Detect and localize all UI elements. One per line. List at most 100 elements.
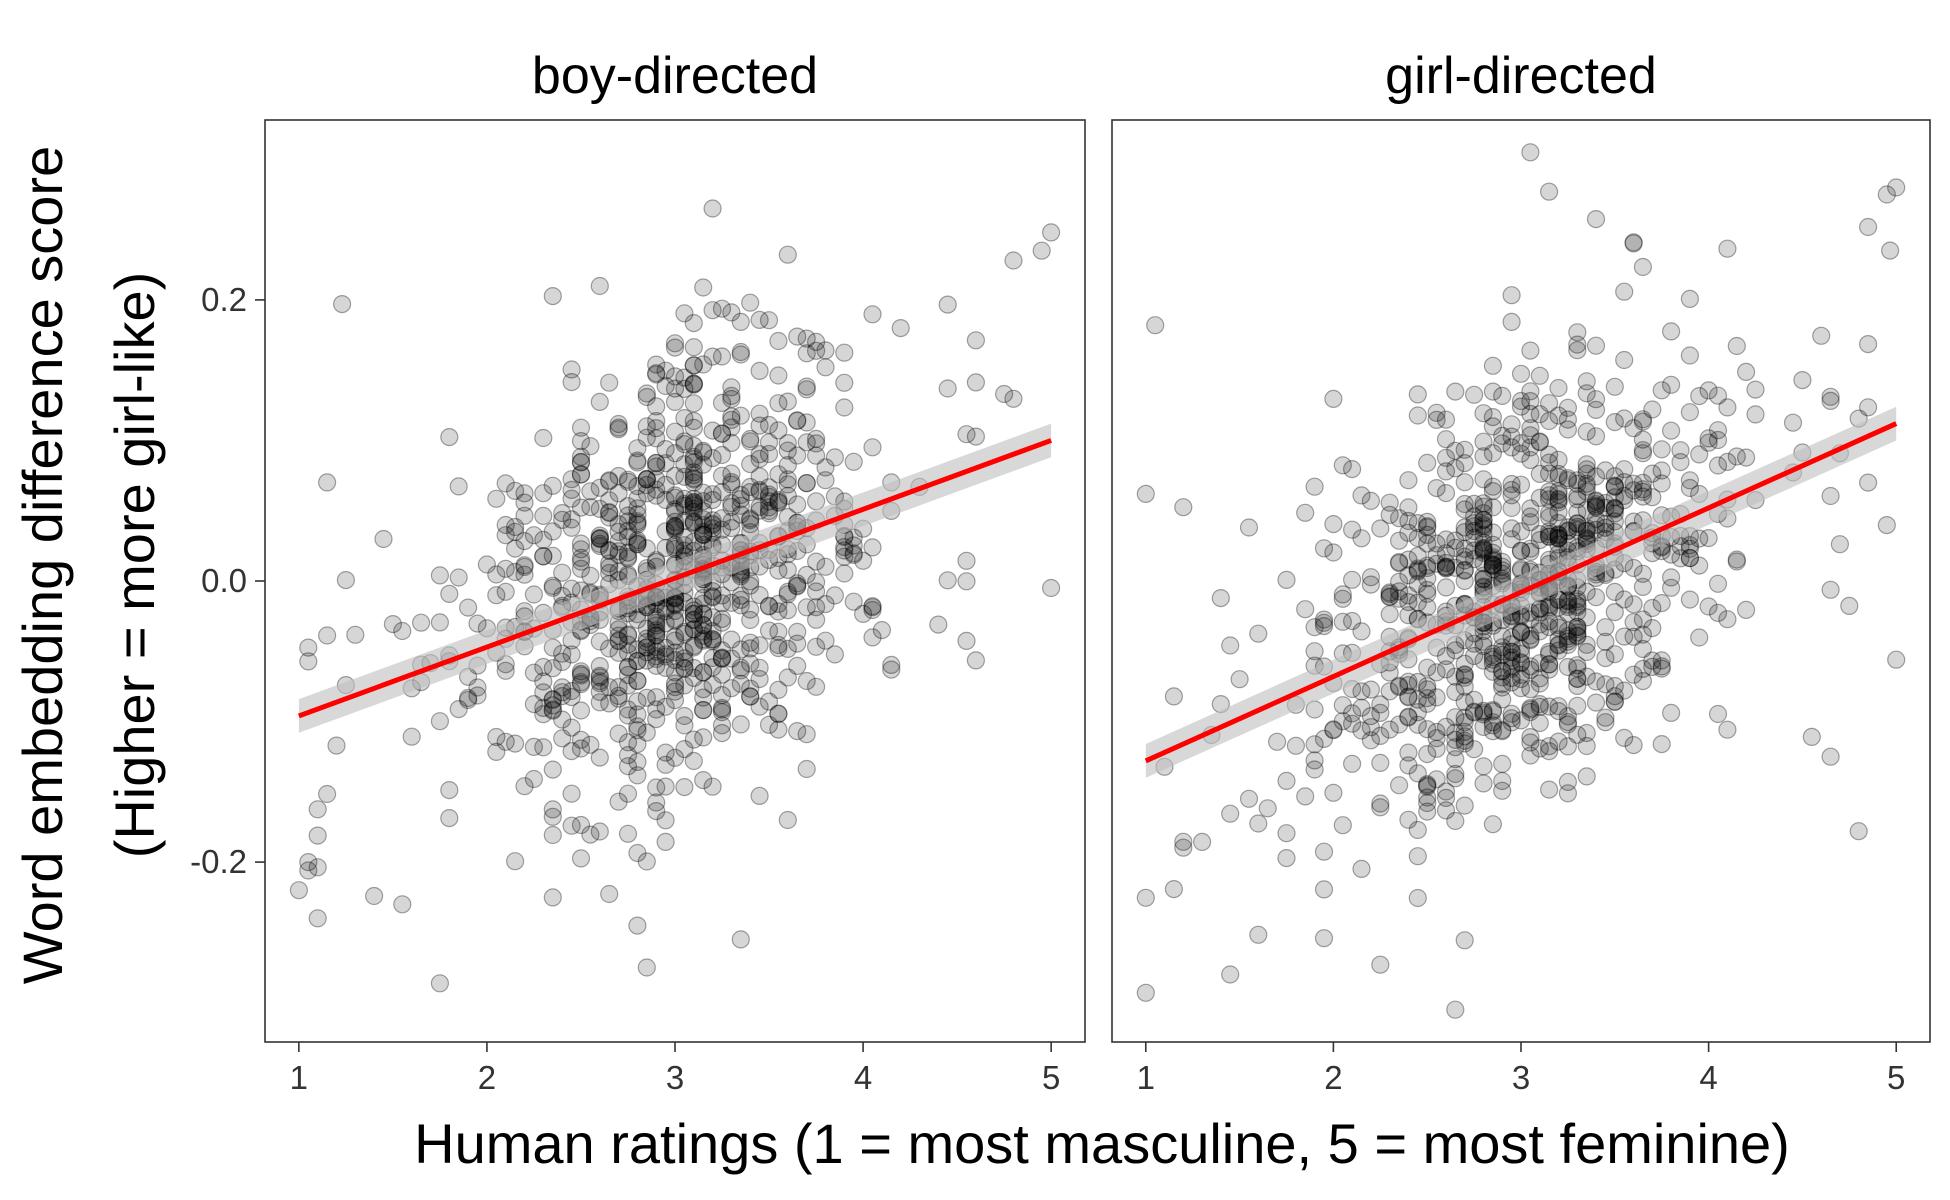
data-point: [1680, 478, 1700, 498]
data-point: [628, 512, 647, 531]
data-point: [1633, 610, 1653, 629]
data-point: [788, 721, 807, 741]
data-point: [929, 615, 948, 634]
data-point: [1455, 666, 1474, 685]
data-point: [694, 492, 713, 511]
data-point: [1464, 740, 1484, 759]
data-point: [741, 509, 760, 528]
data-point: [1408, 385, 1427, 404]
data-point: [694, 443, 713, 462]
data-point: [1418, 534, 1437, 553]
data-point: [1633, 487, 1653, 506]
data-point: [1633, 441, 1653, 460]
data-point: [524, 737, 544, 757]
data-point: [1727, 447, 1746, 466]
data-point: [647, 429, 666, 448]
data-point: [778, 810, 797, 830]
data-point: [1474, 554, 1493, 573]
data-point: [1483, 662, 1503, 681]
data-point: [712, 649, 732, 668]
data-point: [675, 676, 694, 695]
data-point: [628, 671, 647, 690]
data-point: [1568, 627, 1587, 646]
data-point: [825, 586, 845, 605]
data-point: [1615, 350, 1634, 370]
data-point: [1455, 708, 1474, 727]
data-point: [534, 738, 553, 757]
data-point: [496, 526, 515, 545]
data-point: [788, 577, 807, 596]
data-point: [797, 329, 816, 348]
data-point: [1342, 570, 1362, 589]
data-point: [1586, 520, 1606, 540]
data-point: [675, 409, 694, 428]
data-point: [769, 491, 788, 510]
data-point: [1568, 725, 1587, 744]
data-point: [543, 578, 562, 597]
data-point: [1418, 584, 1437, 603]
data-point: [647, 470, 666, 489]
data-point: [1361, 568, 1381, 587]
data-point: [609, 677, 628, 697]
data-point: [628, 477, 647, 496]
data-point: [1605, 692, 1624, 711]
data-point: [600, 503, 619, 523]
data-point: [1511, 665, 1531, 684]
data-point: [675, 467, 694, 486]
data-point: [665, 422, 685, 441]
data-point: [844, 536, 863, 555]
data-point: [1568, 592, 1587, 611]
data-point: [1633, 412, 1653, 431]
data-point: [1446, 441, 1465, 460]
data-point: [1690, 387, 1709, 406]
data-point: [1483, 408, 1503, 427]
data-point: [788, 411, 807, 430]
data-point: [1746, 405, 1765, 424]
data-point: [1502, 312, 1521, 331]
data-point: [440, 428, 459, 447]
data-point: [703, 199, 722, 218]
data-point: [816, 458, 835, 477]
data-point: [1371, 726, 1390, 746]
data-point: [647, 688, 666, 707]
data-point: [1736, 600, 1756, 620]
data-point: [1521, 419, 1540, 438]
data-point: [1427, 663, 1446, 682]
data-point: [1511, 522, 1531, 541]
data-point: [1455, 473, 1474, 492]
data-point: [609, 418, 628, 437]
data-point: [562, 784, 581, 803]
data-point: [581, 437, 600, 456]
data-point: [1671, 453, 1690, 472]
data-point: [1530, 615, 1549, 634]
data-point: [590, 499, 609, 518]
data-point: [628, 453, 647, 472]
data-point: [1596, 518, 1615, 537]
data-point: [590, 748, 609, 767]
data-point: [1586, 390, 1606, 409]
data-point: [1577, 500, 1596, 520]
data-point: [750, 310, 769, 329]
data-point: [1483, 713, 1503, 732]
data-point: [797, 413, 816, 432]
data-point: [694, 663, 713, 682]
data-point: [1727, 550, 1746, 569]
data-point: [684, 470, 703, 489]
data-point: [1661, 578, 1681, 597]
data-point: [675, 435, 694, 454]
data-point: [1511, 654, 1531, 673]
data-point: [647, 365, 666, 384]
data-point: [327, 736, 346, 755]
data-point: [750, 361, 769, 380]
data-point: [656, 638, 675, 658]
data-point: [1880, 241, 1900, 260]
data-point: [600, 554, 619, 573]
data-point: [590, 529, 609, 548]
data-point: [759, 487, 779, 506]
data-point: [1680, 539, 1700, 558]
data-point: [665, 690, 685, 710]
data-point: [703, 608, 722, 627]
data-point: [1455, 522, 1474, 542]
data-point: [1624, 234, 1643, 253]
